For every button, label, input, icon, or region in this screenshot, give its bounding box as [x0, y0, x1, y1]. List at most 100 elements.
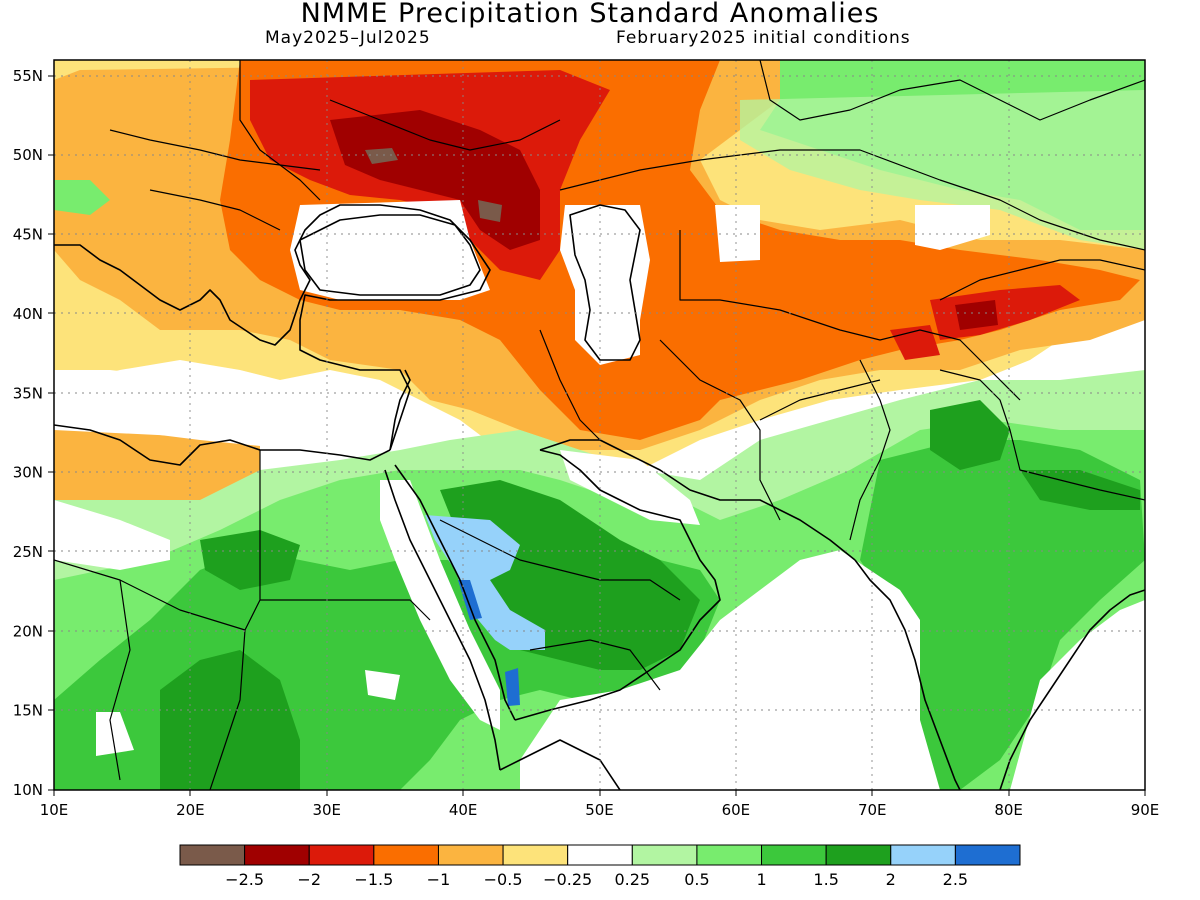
- wet-region-dark-nepal: [1020, 470, 1140, 510]
- wet-region-siberia-light: [740, 90, 1145, 250]
- legend-label: 2: [886, 870, 896, 889]
- legend-swatch: [437, 844, 504, 866]
- legend-label: −1: [427, 870, 451, 889]
- border-africa-2: [260, 599, 431, 621]
- legend-swatch: [373, 844, 439, 866]
- border-africa-3: [54, 559, 246, 631]
- wet-region-dark-india: [930, 400, 1010, 470]
- legend-label: −0.5: [484, 870, 523, 889]
- legend-label: −0.25: [543, 870, 592, 889]
- y-tick-label: 10N: [13, 781, 43, 799]
- border-himalaya: [939, 369, 1145, 501]
- border-europe-4: [149, 189, 281, 231]
- coast-caspian: [569, 204, 641, 361]
- border-kazakh: [559, 149, 1145, 251]
- neutral-black-sea: [290, 200, 490, 300]
- border-central-asia: [679, 230, 1021, 401]
- wet-region-blue-yemen: [505, 668, 520, 706]
- dry-region-dark-red-east: [955, 300, 998, 330]
- border-europe-3: [329, 99, 561, 151]
- neutral-chad-white: [96, 712, 134, 756]
- dry-region-brown-2: [478, 200, 502, 222]
- coast-arabia-south: [514, 449, 721, 721]
- x-tick-label: 50E: [585, 801, 614, 819]
- coast-red-sea-east: [394, 464, 516, 721]
- border-iran-1: [539, 329, 601, 441]
- legend-swatch: [696, 844, 763, 866]
- neutral-bay: [1010, 600, 1145, 790]
- legend-swatch: [502, 844, 569, 866]
- y-axis-labels: 10N 15N 20N 25N 30N 35N 40N 45N 50N 55N: [13, 67, 43, 799]
- coast-india: [854, 559, 961, 790]
- wet-region-dark-sahel: [200, 530, 300, 590]
- y-tick-label: 50N: [13, 146, 43, 164]
- y-tick-label: 35N: [13, 384, 43, 402]
- y-tick-label: 40N: [13, 305, 43, 323]
- legend-swatch: [567, 844, 633, 866]
- legend-swatch: [179, 844, 246, 866]
- border-china: [939, 259, 1145, 301]
- legend-label: 0.25: [614, 870, 650, 889]
- x-tick-label: 90E: [1131, 801, 1160, 819]
- border-africa-4: [109, 579, 131, 781]
- x-tick-label: 70E: [858, 801, 887, 819]
- neutral-balkhash: [915, 205, 990, 250]
- y-tick-label: 55N: [13, 67, 43, 85]
- x-tick-label: 80E: [994, 801, 1023, 819]
- coast-levant: [389, 369, 411, 451]
- coastlines: [54, 60, 1145, 790]
- y-tick-label: 30N: [13, 464, 43, 482]
- border-europe-1: [109, 129, 321, 171]
- neutral-persian-gulf: [560, 450, 700, 525]
- map-title: NMME Precipitation Standard Anomalies: [300, 0, 880, 29]
- neutral-arabian-sea: [520, 550, 940, 790]
- legend-swatch: [825, 844, 892, 866]
- x-tick-label: 30E: [312, 801, 341, 819]
- x-tick-label: 40E: [449, 801, 478, 819]
- legend-swatch: [890, 844, 956, 866]
- border-africa-1: [209, 450, 261, 790]
- neutral-libya-white: [54, 500, 170, 570]
- border-arabia-2: [529, 639, 661, 691]
- coast-horn: [499, 739, 621, 790]
- neutral-redsea: [380, 480, 500, 730]
- legend-label: −2: [297, 870, 321, 889]
- legend-swatch: [954, 844, 1021, 866]
- coast-persian-gulf: [539, 439, 856, 561]
- initial-conditions: February2025 initial conditions: [616, 28, 911, 48]
- x-tick-label: 10E: [40, 801, 69, 819]
- border-pakistan: [849, 359, 891, 541]
- border-europe-2: [239, 60, 321, 201]
- border-russia-north: [759, 60, 1145, 121]
- x-axis-labels: 10E 20E 30E 40E 50E 60E 70E 80E 90E: [40, 801, 1160, 819]
- neutral-sahel-white: [365, 670, 400, 700]
- legend-swatch: [631, 844, 698, 866]
- dry-region-brown: [365, 148, 398, 164]
- coast-north-africa: [54, 424, 391, 466]
- wet-region-mid-india: [860, 440, 1145, 790]
- grid-lines: [54, 60, 1145, 790]
- neutral-aral: [715, 205, 760, 262]
- x-tick-label: 20E: [176, 801, 205, 819]
- border-afghan: [759, 379, 881, 421]
- neutral-mediterranean: [54, 370, 420, 450]
- legend-label: −1.5: [354, 870, 393, 889]
- dry-region-red-pamir: [890, 325, 940, 360]
- y-tick-label: 45N: [13, 226, 43, 244]
- legend-swatch: [761, 844, 827, 866]
- legend-label: 1.5: [813, 870, 838, 889]
- color-legend: [179, 844, 1021, 866]
- tick-marks: [48, 75, 1146, 796]
- x-tick-label: 60E: [722, 801, 751, 819]
- coast-india-east: [999, 589, 1145, 790]
- wet-region-europe: [54, 180, 110, 215]
- legend-label: 1: [756, 870, 766, 889]
- forecast-period: May2025–Jul2025: [265, 28, 431, 48]
- legend-label: 2.5: [943, 870, 968, 889]
- neutral-caspian: [560, 205, 650, 365]
- y-tick-label: 25N: [13, 543, 43, 561]
- wet-region-dark: [160, 650, 300, 790]
- wet-region-lightblue: [425, 515, 545, 650]
- coast-red-sea-west: [384, 469, 501, 771]
